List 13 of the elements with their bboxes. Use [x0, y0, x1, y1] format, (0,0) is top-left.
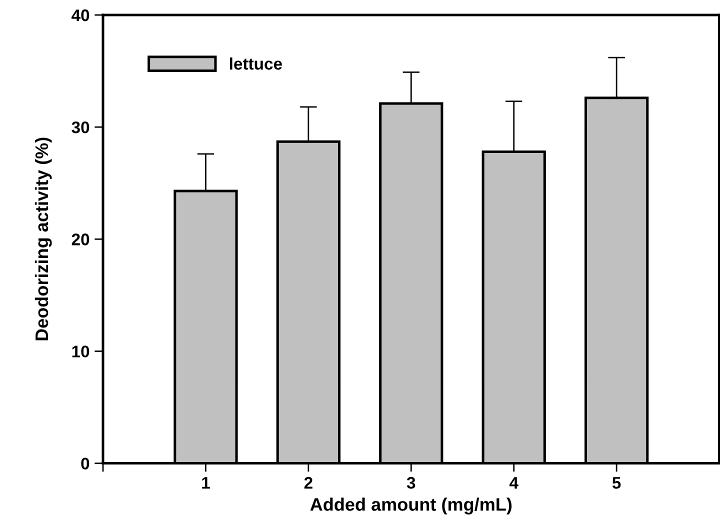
y-tick-label: 40: [72, 9, 90, 22]
x-tick-label: 4: [509, 477, 518, 489]
y-tick-label: 10: [72, 346, 90, 358]
x-tick-label: 5: [612, 477, 621, 489]
y-tick-label: 20: [72, 234, 90, 246]
y-tick-label: 30: [72, 121, 90, 134]
legend-label: lettuce: [230, 57, 282, 70]
x-tick-label: 1: [202, 477, 210, 489]
x-axis-title: Added amount (mg/mL): [310, 498, 512, 514]
y-axis-title: Deodorizing activity (%): [34, 138, 52, 340]
x-tick-label: 3: [406, 476, 416, 489]
y-tick-label: 0: [81, 458, 90, 470]
x-tick-label: 2: [304, 476, 312, 489]
